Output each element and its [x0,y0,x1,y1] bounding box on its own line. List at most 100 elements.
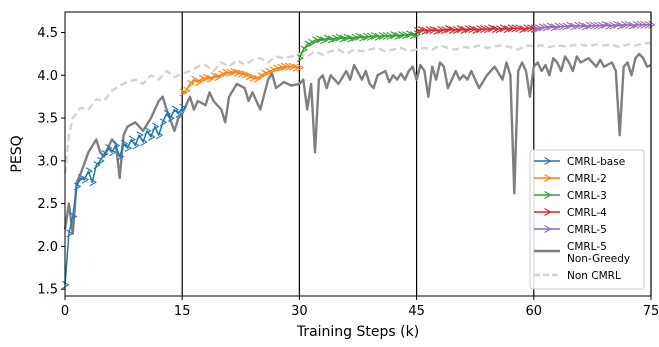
series-line [63,41,652,174]
y-axis-label: PESQ [9,135,25,172]
series-point [413,26,422,35]
series-point [175,109,183,118]
series-point [202,73,211,82]
series-point [519,25,527,34]
series-point [85,167,94,176]
series-point [503,25,512,34]
legend-entry: CMRL-4 [534,207,607,219]
legend-label: CMRL-3 [567,190,607,202]
series-point [124,144,133,152]
series-point [66,229,74,238]
series-point [249,73,258,82]
x-axis-label: Training Steps (k) [296,324,419,340]
series-point [140,138,148,146]
series-lines [62,20,656,289]
series-point [378,31,387,40]
series-point [589,21,597,30]
series-point [300,45,308,54]
series-point [409,31,418,40]
legend-label: Non CMRL [567,270,621,282]
series-point [277,63,285,72]
series-point [284,62,293,71]
series-point [97,156,105,165]
series-point [355,32,363,41]
series-point [351,33,359,42]
series-point [406,30,414,39]
series-point [113,141,121,150]
series-point [195,78,203,87]
series-line [63,52,652,235]
series-point [238,69,246,78]
x-tick-label: 45 [408,304,425,319]
series-point [456,25,465,34]
series-point [109,148,117,157]
plot-frame [64,11,652,297]
series-0 [62,103,187,289]
legend-marker [544,225,552,233]
series-point [73,182,82,191]
x-axis-ticks: 0 15 30 45 60 75 [61,296,659,319]
y-axis-ticks: 1.5 2.0 2.5 3.0 3.5 4.0 4.5 [37,26,65,298]
series-point [198,74,207,83]
series-point [429,25,437,34]
series-point [491,25,500,34]
series-point [312,36,320,45]
series-point [316,35,324,44]
series-point [155,131,164,140]
x-tick-label: 75 [643,304,659,319]
series-6 [63,41,652,174]
series-line [64,107,183,285]
series-point [531,25,539,34]
y-tick-label: 2.5 [37,197,58,212]
series-point [331,34,340,43]
legend-label: Non-Greedy [567,253,630,265]
series-point [183,86,191,95]
y-tick-label: 1.5 [37,283,58,298]
series-point [234,68,242,77]
series-point [148,132,156,141]
series-point [460,25,469,34]
y-tick-label: 2.0 [37,240,58,255]
series-point [171,105,179,114]
series-1 [179,62,304,97]
legend-label: CMRL-base [567,156,625,168]
legend-entry: CMRL-base [534,156,625,168]
series-point [167,114,176,123]
series-point [382,31,390,40]
y-tick-label: 4.0 [37,69,58,84]
series-4 [531,20,656,34]
series-point [343,33,351,42]
series-point [480,25,488,34]
legend-label: CMRL-5 [567,241,607,253]
series-point [179,103,187,112]
series-point [534,24,543,33]
series-point [370,31,379,40]
series-point [620,20,629,29]
legend-entry: Non CMRL [534,270,621,282]
legend-entry: CMRL-3 [534,190,607,202]
x-tick-label: 15 [174,304,191,319]
legend-entry: CMRL-2 [534,173,607,185]
series-point [613,20,621,29]
series-line [298,33,417,59]
series-point [597,21,605,30]
legend-entry: CMRL-5 [534,224,607,236]
series-point [628,21,637,30]
series-point [468,25,476,34]
legend-marker [544,191,552,199]
x-tick-label: 60 [526,304,543,319]
series-point [288,62,297,71]
series-point [187,79,195,88]
legend-box [529,149,645,290]
series-point [417,25,426,34]
series-point [359,33,367,42]
series-point [554,22,562,31]
series-point [495,25,504,34]
series-point [339,34,347,43]
series-point [624,20,633,29]
series-point [507,24,515,33]
series-point [433,26,441,35]
